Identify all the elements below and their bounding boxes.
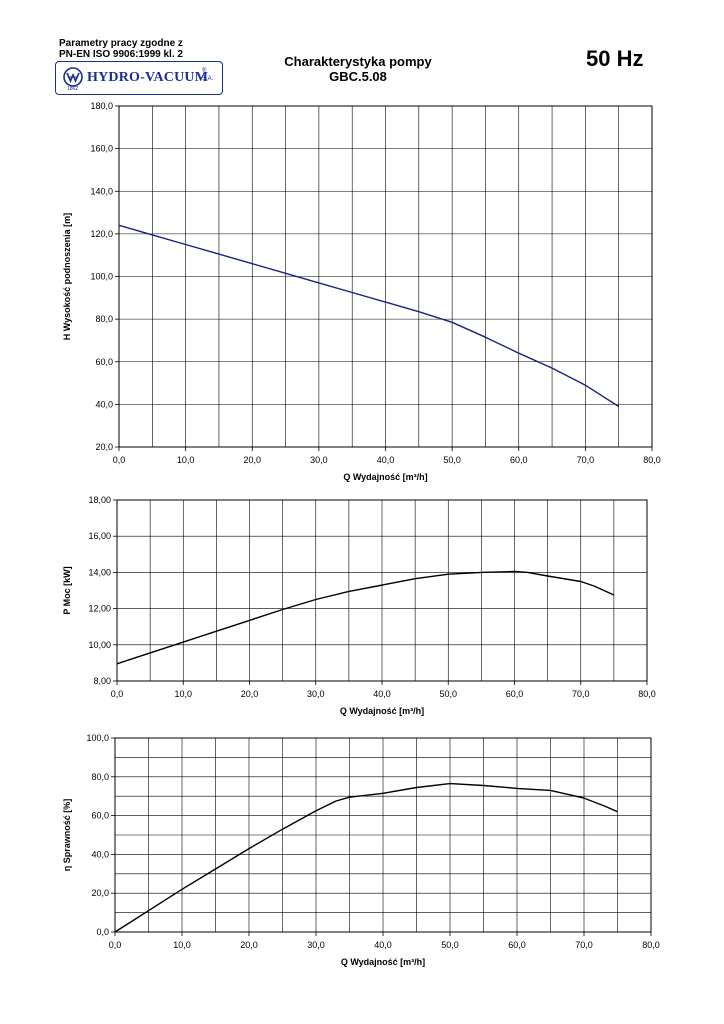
x-tick-label: 20,0 bbox=[240, 940, 258, 950]
x-tick-label: 30,0 bbox=[310, 455, 328, 465]
y-tick-label: 100,0 bbox=[86, 733, 109, 743]
logo-suffix: S.A. bbox=[202, 76, 214, 82]
x-tick-label: 0,0 bbox=[113, 455, 126, 465]
logo-text: HYDRO-VACUUM bbox=[87, 70, 209, 85]
y-tick-label: 14,00 bbox=[88, 567, 111, 577]
x-tick-label: 80,0 bbox=[642, 940, 660, 950]
x-tick-label: 70,0 bbox=[575, 940, 593, 950]
x-tick-label: 0,0 bbox=[109, 940, 122, 950]
x-tick-label: 20,0 bbox=[243, 455, 261, 465]
y-tick-label: 20,0 bbox=[91, 888, 109, 898]
x-tick-label: 30,0 bbox=[307, 689, 325, 699]
x-tick-label: 10,0 bbox=[173, 940, 191, 950]
x-tick-label: 20,0 bbox=[241, 689, 259, 699]
y-tick-label: 120,0 bbox=[90, 229, 113, 239]
x-tick-label: 10,0 bbox=[177, 455, 195, 465]
y-tick-label: 20,0 bbox=[95, 442, 113, 452]
x-tick-label: 10,0 bbox=[174, 689, 192, 699]
chart-title-line2: GBC.5.08 bbox=[329, 69, 387, 84]
standard-note: Parametry pracy zgodne z PN-EN ISO 9906:… bbox=[59, 38, 183, 60]
y-tick-label: 60,0 bbox=[95, 357, 113, 367]
x-tick-label: 80,0 bbox=[638, 689, 656, 699]
efficiency-chart: 0,0 10,0 20,0 30,0 40,0 50,0 60,0 70,0 80,0 0,0 20… bbox=[62, 733, 660, 967]
y-tick-label: 80,0 bbox=[91, 772, 109, 782]
y-axis-title: H Wysokość podnoszenia [m] bbox=[62, 213, 72, 340]
x-tick-label: 50,0 bbox=[439, 689, 457, 699]
x-tick-label: 60,0 bbox=[508, 940, 526, 950]
standard-note-line1: Parametry pracy zgodne z bbox=[59, 38, 183, 49]
x-tick-label: 40,0 bbox=[377, 455, 395, 465]
x-tick-label: 70,0 bbox=[572, 689, 590, 699]
y-tick-label: 180,0 bbox=[90, 101, 113, 111]
chart-title: Charakterystyka pompy GBC.5.08 bbox=[250, 54, 466, 84]
y-tick-label: 60,0 bbox=[91, 811, 109, 821]
x-tick-label: 30,0 bbox=[307, 940, 325, 950]
x-tick-label: 50,0 bbox=[441, 940, 459, 950]
power-chart: 0,0 10,0 20,0 30,0 40,0 50,0 60,0 70,0 80,0 8,00 1… bbox=[62, 495, 656, 716]
x-axis-title: Q Wydajność [m³/h] bbox=[340, 706, 424, 716]
x-axis-title: Q Wydajność [m³/h] bbox=[343, 472, 427, 482]
y-tick-label: 8,00 bbox=[93, 676, 111, 686]
y-tick-label: 40,0 bbox=[95, 399, 113, 409]
y-axis-title: P Moc [kW] bbox=[62, 566, 72, 614]
frequency-label: 50 Hz bbox=[586, 46, 644, 71]
company-logo: HYDRO-VACUUM ® S.A. 1862 bbox=[55, 61, 223, 95]
x-tick-label: 60,0 bbox=[506, 689, 524, 699]
x-tick-label: 50,0 bbox=[443, 455, 461, 465]
standard-note-line2: PN-EN ISO 9906:1999 kl. 2 bbox=[59, 49, 183, 60]
logo-registered-mark: ® bbox=[202, 68, 207, 74]
efficiency-curve bbox=[114, 782, 618, 933]
y-tick-label: 12,00 bbox=[88, 604, 111, 614]
y-tick-label: 40,0 bbox=[91, 849, 109, 859]
logo-emblem-icon bbox=[63, 67, 83, 87]
chart-title-line1: Charakterystyka pompy bbox=[284, 54, 432, 69]
x-axis-title: Q Wydajność [m³/h] bbox=[341, 957, 425, 967]
x-tick-label: 80,0 bbox=[643, 455, 661, 465]
y-tick-label: 0,0 bbox=[96, 927, 109, 937]
logo-year: 1862 bbox=[67, 86, 79, 92]
y-tick-label: 16,00 bbox=[88, 531, 111, 541]
y-tick-label: 10,00 bbox=[88, 640, 111, 650]
y-tick-label: 140,0 bbox=[90, 186, 113, 196]
x-tick-label: 40,0 bbox=[373, 689, 391, 699]
y-tick-label: 160,0 bbox=[90, 144, 113, 154]
y-axis-title: η Sprawność [%] bbox=[62, 799, 72, 872]
x-tick-label: 70,0 bbox=[577, 455, 595, 465]
x-tick-label: 40,0 bbox=[374, 940, 392, 950]
y-tick-label: 18,00 bbox=[88, 495, 111, 505]
y-tick-label: 100,0 bbox=[90, 272, 113, 282]
x-tick-label: 0,0 bbox=[111, 689, 124, 699]
y-tick-label: 80,0 bbox=[95, 314, 113, 324]
head-curve bbox=[118, 224, 620, 408]
head-chart: 0,0 10,0 20,0 30,0 40,0 50,0 60,0 70,0 80,0 20,0 4… bbox=[62, 101, 661, 482]
power-curve bbox=[116, 570, 615, 665]
x-tick-label: 60,0 bbox=[510, 455, 528, 465]
